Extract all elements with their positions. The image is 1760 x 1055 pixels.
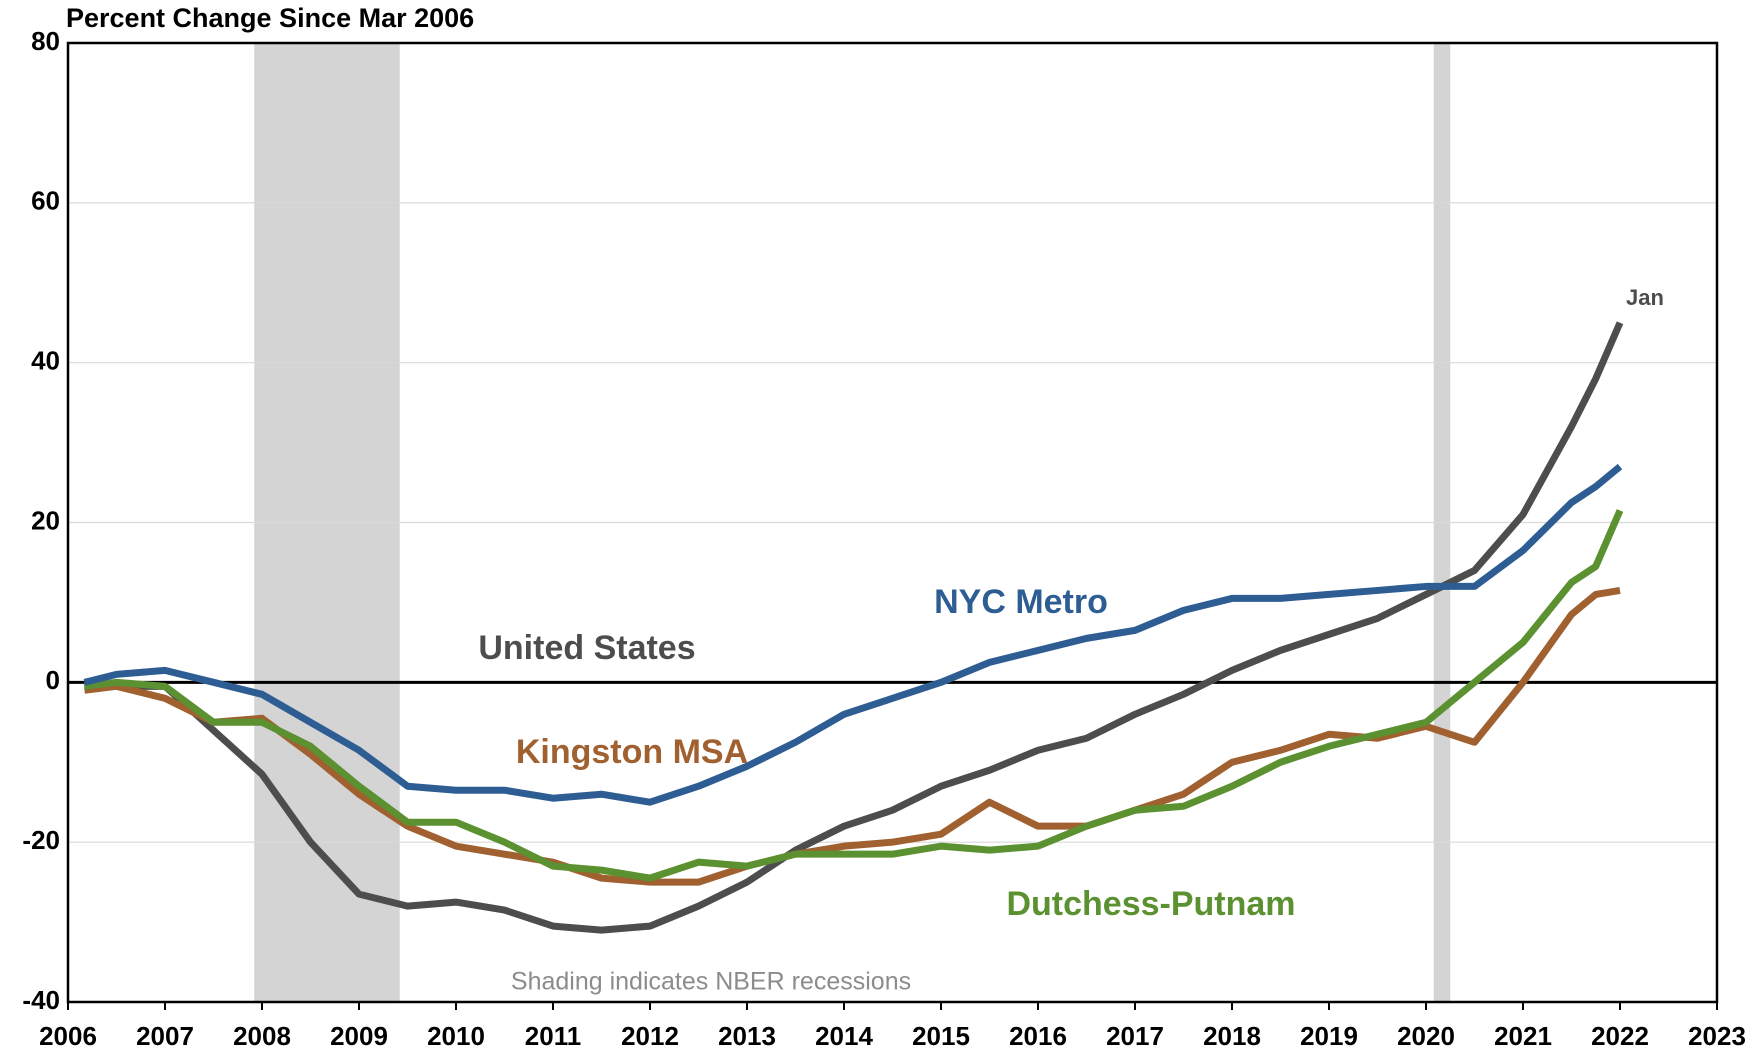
x-tick-label: 2014 xyxy=(815,1021,873,1051)
x-tick-label: 2015 xyxy=(912,1021,970,1051)
x-tick-label: 2011 xyxy=(525,1021,581,1051)
x-tick-label: 2018 xyxy=(1203,1021,1261,1051)
chart-title: Percent Change Since Mar 2006 xyxy=(66,3,474,33)
line-series xyxy=(84,509,1624,882)
x-tick-label: 2012 xyxy=(621,1021,679,1051)
x-tick-label: 2006 xyxy=(39,1021,97,1051)
series-label: NYC Metro xyxy=(934,583,1108,621)
line-series xyxy=(84,321,1624,934)
y-tick-label: 60 xyxy=(31,186,60,216)
y-tick-label: 80 xyxy=(31,26,60,56)
line-series xyxy=(84,586,1621,886)
x-tick-label: 2007 xyxy=(136,1021,194,1051)
recession-note: Shading indicates NBER recessions xyxy=(511,968,911,996)
x-tick-label: 2010 xyxy=(427,1021,485,1051)
series-label: United States xyxy=(478,629,695,667)
plot-under: -40 -20 0 20 40 60 80 2006 2007 2008 2009 2010 2011 2… xyxy=(22,26,1746,1051)
x-tick-label: 2019 xyxy=(1300,1021,1358,1051)
y-tick-label: 0 xyxy=(46,665,60,695)
series-label: Dutchess-Putnam xyxy=(1006,885,1295,923)
x-tick-label: 2017 xyxy=(1106,1021,1164,1051)
x-tick-label: 2020 xyxy=(1397,1021,1455,1051)
y-tick-label: -40 xyxy=(22,985,60,1015)
series-label: Kingston MSA xyxy=(516,733,748,771)
end-label: Jan xyxy=(1626,285,1664,310)
plot-frame xyxy=(66,41,1719,1004)
line-series xyxy=(83,463,1623,806)
y-tick-label: -20 xyxy=(22,825,60,855)
y-tick-label: 40 xyxy=(31,346,60,376)
x-tick-label: 2009 xyxy=(330,1021,388,1051)
x-tick-label: 2008 xyxy=(233,1021,291,1051)
x-tick-label: 2023 xyxy=(1688,1021,1746,1051)
x-tick-label: 2021 xyxy=(1494,1021,1552,1051)
x-tick-label: 2022 xyxy=(1591,1021,1649,1051)
y-tick-label: 20 xyxy=(31,505,60,535)
x-tick-label: 2013 xyxy=(718,1021,776,1051)
x-tick-label: 2016 xyxy=(1009,1021,1067,1051)
